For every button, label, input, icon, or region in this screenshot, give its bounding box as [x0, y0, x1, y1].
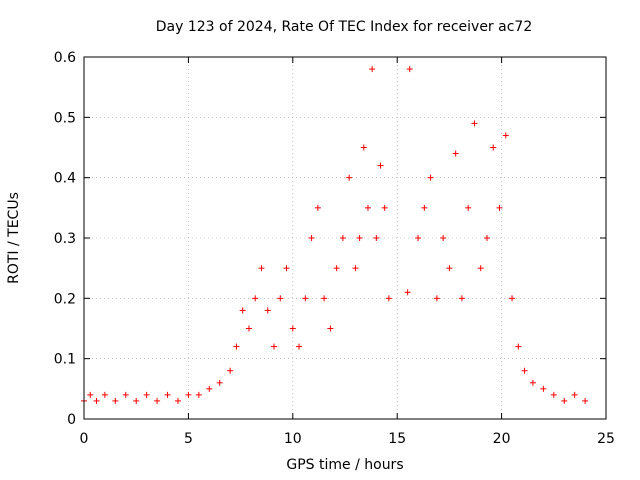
data-point	[377, 162, 384, 169]
y-tick-label: 0.6	[54, 50, 76, 66]
data-point	[164, 391, 171, 398]
x-tick-label: 5	[184, 431, 193, 447]
data-point	[490, 144, 497, 151]
data-point	[314, 204, 321, 211]
data-point	[465, 204, 472, 211]
data-point	[509, 295, 516, 302]
data-point	[333, 265, 340, 272]
data-point	[321, 295, 328, 302]
data-point	[239, 307, 246, 314]
plot-frame	[83, 56, 607, 420]
data-point	[339, 235, 346, 241]
data-point	[360, 144, 367, 151]
data-point	[133, 397, 140, 404]
data-point	[483, 235, 490, 241]
data-point	[185, 391, 192, 398]
data-point	[364, 204, 371, 211]
data-point	[327, 325, 334, 332]
data-point	[87, 391, 94, 398]
data-point	[515, 343, 522, 350]
data-point	[289, 325, 296, 332]
data-point	[154, 397, 161, 404]
x-tick-label: 0	[80, 431, 89, 447]
y-tick-label: 0.1	[54, 352, 76, 368]
data-point	[427, 174, 434, 181]
x-tick-label: 25	[597, 431, 615, 447]
data-point	[252, 295, 259, 302]
data-point	[112, 397, 119, 404]
data-point	[521, 367, 528, 374]
x-tick-label: 10	[284, 431, 302, 447]
data-point	[404, 289, 411, 296]
data-point	[174, 397, 181, 404]
data-point	[101, 391, 108, 398]
data-point	[302, 295, 309, 302]
data-point	[421, 204, 428, 211]
data-point	[458, 295, 465, 302]
data-point	[233, 343, 240, 350]
data-point	[227, 367, 234, 374]
x-tick-label: 20	[493, 431, 511, 447]
y-tick-label: 0.2	[54, 291, 76, 307]
data-point	[477, 265, 484, 272]
data-point	[356, 235, 363, 241]
data-point	[373, 235, 380, 241]
x-axis-label: GPS time / hours	[286, 457, 404, 473]
data-point	[529, 379, 536, 386]
data-point	[258, 265, 265, 272]
data-point	[352, 265, 359, 272]
data-point	[264, 307, 271, 314]
axis-ticks: 0 0.1 0.2 0.3 0.4 0.5 0.6 0 5 10 15 20 25	[54, 50, 615, 447]
y-tick-label: 0.5	[54, 110, 76, 126]
data-point	[561, 397, 568, 404]
data-point	[216, 379, 223, 386]
data-point	[571, 391, 578, 398]
y-tick-label: 0	[67, 412, 76, 428]
data-point	[206, 385, 213, 392]
data-point	[143, 391, 150, 398]
data-point	[245, 325, 252, 332]
data-point	[550, 391, 557, 398]
data-points	[81, 66, 589, 404]
data-point	[540, 385, 547, 392]
data-point	[369, 66, 376, 73]
data-point	[446, 265, 453, 272]
data-point	[277, 295, 284, 302]
data-point	[440, 235, 447, 241]
data-point	[283, 265, 290, 272]
y-tick-label: 0.4	[54, 171, 76, 187]
data-point	[496, 204, 503, 211]
y-tick-label: 0.3	[54, 231, 76, 247]
data-point	[195, 391, 202, 398]
data-point	[385, 295, 392, 302]
data-point	[406, 66, 413, 73]
data-point	[433, 295, 440, 302]
data-point	[122, 391, 129, 398]
data-point	[271, 343, 278, 350]
data-point	[582, 397, 589, 404]
data-point	[471, 120, 478, 127]
data-point	[502, 132, 509, 139]
data-point	[296, 343, 303, 350]
data-point	[346, 174, 353, 181]
x-tick-label: 15	[388, 431, 406, 447]
data-point	[93, 397, 100, 404]
chart-title: Day 123 of 2024, Rate Of TEC Index for r…	[155, 19, 533, 35]
data-point	[308, 235, 315, 241]
data-point	[381, 204, 388, 211]
data-point	[452, 150, 459, 157]
data-point	[415, 235, 422, 241]
